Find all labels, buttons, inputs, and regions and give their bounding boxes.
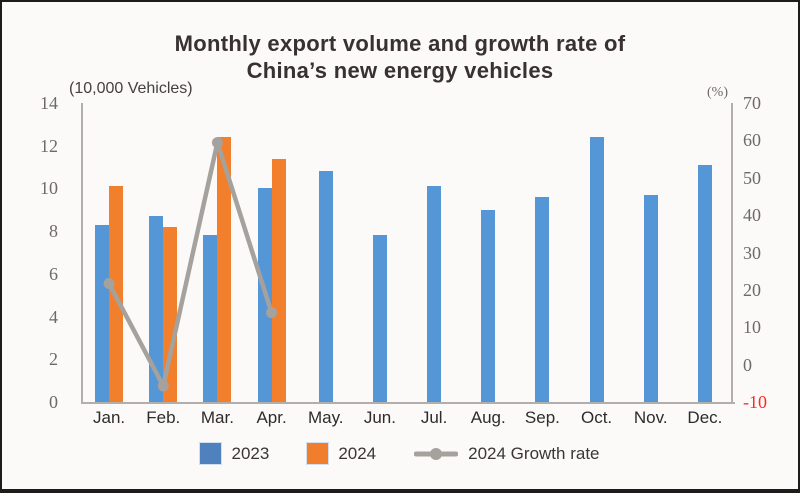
y-axis-right-tick-label: 0 — [743, 354, 752, 375]
chart-title: Monthly export volume and growth rate of… — [2, 30, 798, 84]
x-axis-month-label: Jun. — [363, 408, 396, 427]
y-axis-left-tick-label: 10 — [40, 178, 58, 199]
x-axis-month-label: Nov. — [633, 408, 668, 427]
legend-swatch-2024-icon — [307, 443, 329, 464]
bar-2024-apr — [271, 158, 286, 402]
y-axis-right-tick-label: 60 — [743, 130, 761, 151]
y-axis-right-tick-label: 10 — [743, 317, 761, 338]
bar-2023-apr — [257, 188, 272, 402]
y-axis-left-tick-label: 14 — [40, 93, 58, 113]
x-axis-month-label: Aug. — [470, 408, 506, 427]
bar-2023-jan — [95, 224, 110, 402]
y-axis-left-tick-label: 12 — [40, 135, 58, 156]
y-axis-right-tick-label: 50 — [743, 167, 761, 188]
bar-2023-nov — [643, 194, 658, 402]
bar-2023-may — [318, 171, 333, 402]
left-axis-unit-label: (10,000 Vehicles) — [69, 80, 193, 97]
y-axis-left-tick-label: 0 — [49, 392, 58, 412]
bar-2023-oct — [589, 137, 604, 402]
x-axis-month-label: Sep. — [524, 408, 560, 427]
legend-label-2024: 2024 — [338, 443, 377, 463]
bar-2023-mar — [203, 235, 218, 402]
x-axis-month-label: May. — [307, 408, 344, 427]
legend-item-2023: 2023 — [200, 443, 269, 464]
bar-2023-sep — [535, 196, 550, 402]
chart-title-line1: Monthly export volume and growth rate of — [174, 31, 626, 56]
legend-swatch-2023-icon — [200, 443, 222, 464]
y-axis-left-tick-label: 4 — [49, 306, 58, 327]
legend-item-growth-rate: 2024 Growth rate — [414, 443, 600, 464]
y-axis-left-tick-label: 8 — [49, 221, 58, 242]
x-axis-line — [81, 402, 735, 404]
x-axis-month-label: Feb. — [146, 408, 181, 427]
bar-2023-dec — [697, 164, 712, 402]
bar-2023-aug — [481, 209, 496, 402]
x-axis-month-label: Apr. — [256, 408, 287, 427]
y-axis-right-tick-label: 40 — [743, 205, 761, 226]
bar-2024-mar — [217, 137, 232, 402]
y-axis-right-tick-label: 30 — [743, 242, 761, 263]
bar-2023-jul — [427, 186, 442, 402]
y-axis-right-tick-label: 20 — [743, 279, 761, 300]
legend-label-2023: 2023 — [231, 443, 270, 463]
x-axis-month-label: Dec. — [687, 408, 723, 427]
x-axis-month-label: Jul. — [420, 408, 448, 427]
chart-title-line2: China’s new energy vehicles — [246, 58, 554, 83]
y-axis-left-tick-label: 6 — [49, 263, 58, 284]
y-axis-right-tick-label: 70 — [743, 93, 761, 113]
y-axis-left-tick-label: 2 — [49, 349, 58, 370]
bar-2023-jun — [372, 235, 387, 402]
legend-item-2024: 2024 — [307, 443, 376, 464]
x-axis-month-label: Oct. — [580, 408, 613, 427]
left-axis-line — [81, 103, 83, 402]
legend-label-growth-rate: 2024 Growth rate — [468, 443, 600, 463]
x-axis-month-label: Mar. — [200, 408, 234, 427]
legend-line-marker-icon — [414, 447, 459, 460]
y-axis-right-tick-label: -10 — [743, 392, 767, 412]
bar-2023-feb — [149, 216, 164, 402]
right-axis-unit-label: (%) — [707, 85, 728, 100]
x-axis-month-label: Jan. — [93, 408, 126, 427]
right-axis-line — [731, 103, 733, 402]
bar-2024-jan — [109, 186, 124, 402]
bar-2024-feb — [163, 226, 178, 402]
growth-rate-line — [106, 140, 274, 389]
legend: 2023 2024 2024 Growth rate — [2, 443, 798, 464]
